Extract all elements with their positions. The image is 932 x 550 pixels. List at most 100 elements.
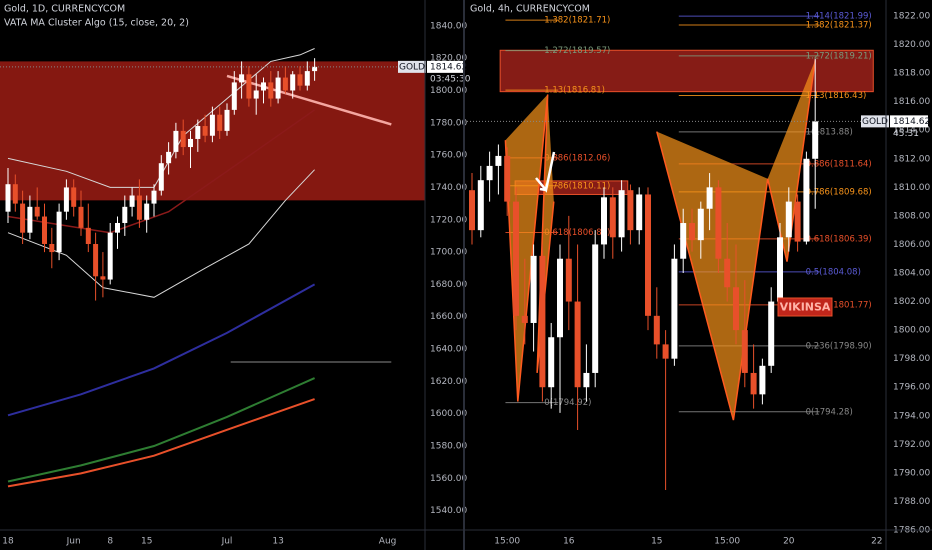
candle-body — [188, 138, 193, 148]
indicator-line — [7, 377, 316, 483]
candle-body — [42, 216, 47, 244]
candle-body — [27, 206, 33, 233]
candle-body — [645, 194, 651, 316]
candle-body — [689, 223, 695, 241]
candle-body — [144, 203, 150, 220]
fib-label: 0.618(1806.39) — [806, 234, 872, 244]
candle-body — [49, 243, 55, 253]
candle-body — [297, 74, 303, 86]
indicator-line — [7, 169, 315, 298]
y-tick-label: 1620.00 — [430, 377, 467, 387]
y-tick-label: 1816.00 — [893, 97, 930, 107]
candle-body — [85, 227, 91, 244]
y-tick-label: 1640.00 — [430, 345, 467, 355]
candle-body — [574, 301, 581, 388]
symbol-tag — [398, 60, 426, 73]
candle-body — [180, 130, 186, 148]
candle-body — [107, 232, 113, 280]
plot-area: 1.382(1821.71) 1.272(1819.57) 1.13(1816.81… — [469, 12, 874, 491]
chart-title: Gold, 1D, CURRENCYCOM — [4, 4, 125, 15]
candle-body — [741, 330, 748, 373]
x-tick-label: 13 — [272, 537, 283, 547]
y-tick-label: 1814.00 — [893, 126, 930, 136]
indicator-line — [7, 109, 316, 234]
candle-body — [557, 258, 563, 338]
x-tick-label: 15:00 — [714, 537, 740, 547]
candle-body — [768, 301, 775, 366]
candle-body — [290, 74, 296, 91]
fib-label: 1.272(1819.57) — [544, 46, 610, 56]
candle-body — [158, 163, 164, 191]
watermark-box — [777, 297, 833, 317]
x-tick-label: 20 — [783, 537, 795, 547]
fib-label: 0.382(1801.77) — [806, 300, 872, 310]
y-tick-label: 1804.00 — [893, 268, 930, 278]
fib-label: 0(1794.28) — [806, 407, 853, 417]
fib-label: 0.886(1812.06) — [544, 153, 610, 163]
arrow-drawing — [535, 151, 556, 193]
plot-area — [0, 48, 425, 488]
candle-body — [504, 155, 511, 202]
candle-body — [78, 206, 84, 228]
candle-body — [56, 211, 62, 253]
candle-body — [20, 203, 26, 233]
fib-label: 1.382(1821.37) — [806, 20, 872, 30]
candle-body — [195, 126, 201, 139]
candle-body — [636, 194, 643, 231]
symbol-tag — [861, 115, 889, 128]
y-tick-label: 1796.00 — [893, 383, 930, 393]
candle-body — [100, 276, 106, 280]
candle-body — [129, 195, 135, 207]
candle-body — [724, 258, 731, 288]
candle-body — [239, 74, 245, 83]
x-tick-label: 18 — [2, 537, 14, 547]
y-tick-label: 1820.00 — [893, 40, 930, 50]
fib-label: 0.5(1804.08) — [806, 267, 861, 277]
candle-body — [282, 77, 288, 91]
y-tick-label: 1740.00 — [430, 183, 467, 193]
y-tick-label: 1660.00 — [430, 312, 467, 322]
indicator-line — [7, 398, 315, 488]
y-tick-label: 1720.00 — [430, 215, 467, 225]
candle-body — [173, 130, 179, 152]
candle-body — [662, 344, 669, 359]
y-tick-label: 1798.00 — [893, 354, 930, 364]
y-tick-label: 1808.00 — [893, 211, 930, 221]
y-tick-label: 1792.00 — [893, 440, 930, 450]
candle-body — [166, 151, 172, 164]
candle-body — [565, 258, 572, 302]
candle-body — [697, 208, 704, 241]
fib-label: 1.272(1819.21) — [806, 51, 872, 61]
fib-label: 0.786(1809.68) — [806, 187, 872, 197]
x-tick-label: Jul — [221, 537, 233, 547]
y-tick-label: 1580.00 — [430, 441, 467, 451]
y-tick-label: 1800.00 — [893, 326, 930, 336]
candle-body — [136, 195, 142, 220]
y-tick-label: 1822.00 — [893, 11, 930, 21]
fib-label: 1.13(1816.81) — [544, 86, 605, 96]
x-tick-label: Jun — [66, 537, 81, 547]
indicator-name: VATA MA Cluster Algo (15, close, 20, 2) — [4, 18, 189, 29]
candle-body — [71, 187, 77, 207]
candle-body — [202, 126, 208, 136]
candle-body — [115, 222, 120, 233]
candle-body — [671, 258, 678, 359]
candle-body — [275, 77, 281, 99]
y-tick-label: 1802.00 — [893, 297, 930, 307]
y-tick-label: 1680.00 — [430, 280, 467, 290]
candle-body — [12, 184, 18, 204]
candle-body — [5, 184, 11, 212]
candle-body — [680, 223, 687, 259]
watermark: VIKINSA — [780, 301, 831, 314]
candle-body — [715, 187, 722, 259]
symbol-label: GOLD — [862, 117, 888, 127]
y-tick-label: 1800.00 — [430, 86, 467, 96]
chart-title: Gold, 4h, CURRENCYCOM — [470, 4, 590, 15]
y-tick-label: 1560.00 — [430, 474, 467, 484]
indicator-line — [226, 74, 392, 126]
candle-body — [151, 190, 157, 204]
candle-body — [583, 372, 590, 388]
chart-layer: 1540.00 1560.00 1580.00 1600.00 1620.00 1640.… — [0, 11, 930, 547]
candle-body — [217, 114, 223, 131]
y-tick-label: 1760.00 — [430, 151, 467, 161]
